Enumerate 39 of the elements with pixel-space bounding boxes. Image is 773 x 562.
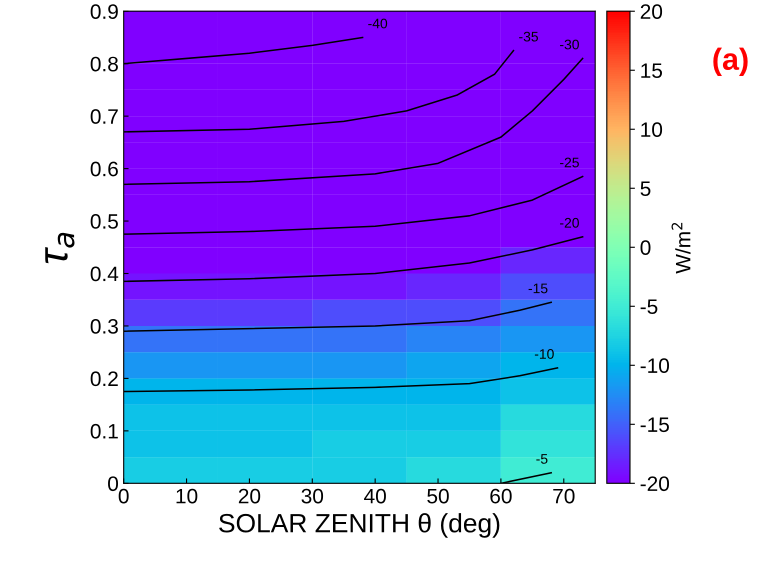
series-label: -5 bbox=[536, 454, 548, 464]
y-tick-label: 0.8 bbox=[90, 56, 118, 72]
y-tick-label: 0.7 bbox=[90, 109, 118, 124]
x-tick-label: 20 bbox=[238, 488, 260, 504]
color-bar-label: -15 bbox=[640, 418, 669, 432]
color-bar-label: 15 bbox=[641, 63, 662, 78]
y-axis-title: τ$_{a}$ bbox=[45, 232, 75, 264]
text: (a) bbox=[713, 48, 748, 76]
x-tick-label: 50 bbox=[427, 488, 449, 504]
y-tick-label: 0.5 bbox=[90, 214, 118, 229]
series-label: -35 bbox=[519, 32, 538, 42]
series-label: -20 bbox=[560, 218, 579, 228]
color-bar-label: -5 bbox=[640, 300, 658, 314]
color-bar-label: 10 bbox=[641, 122, 662, 138]
color-bar-label: 5 bbox=[640, 181, 650, 196]
y-tick-label: 0.9 bbox=[90, 4, 118, 19]
y-tick-label: 0.2 bbox=[90, 371, 118, 386]
y-tick-label: 0.1 bbox=[90, 424, 118, 439]
x-tick-label: 70 bbox=[553, 488, 575, 504]
series-label: -40 bbox=[368, 18, 388, 28]
y-tick-label: 0.6 bbox=[90, 162, 118, 176]
y-tick-label: 0.4 bbox=[90, 266, 118, 282]
color-bar-label: -20 bbox=[640, 476, 670, 492]
x-tick-label: 30 bbox=[302, 488, 324, 504]
x-tick-label: 60 bbox=[490, 488, 512, 504]
x-tick-label: 10 bbox=[176, 488, 198, 504]
series-label: -30 bbox=[560, 40, 579, 50]
series-label: -15 bbox=[528, 284, 548, 294]
y-tick-label: 0.3 bbox=[90, 318, 118, 334]
series-label: -25 bbox=[560, 158, 579, 168]
color-bar-label: -10 bbox=[640, 358, 670, 374]
x-axis-title: SOLAR ZENITH θ (deg) bbox=[219, 513, 500, 538]
x-tick-label: 0 bbox=[118, 488, 129, 504]
x-tick-label: 40 bbox=[364, 488, 386, 504]
color-bar-title: W/m$^{2}$ bbox=[672, 222, 691, 274]
color-bar-label: 20 bbox=[640, 4, 662, 19]
color-bar-label: 0 bbox=[640, 240, 650, 256]
series-label: -10 bbox=[534, 349, 554, 359]
y-tick-label: 0 bbox=[108, 476, 118, 492]
